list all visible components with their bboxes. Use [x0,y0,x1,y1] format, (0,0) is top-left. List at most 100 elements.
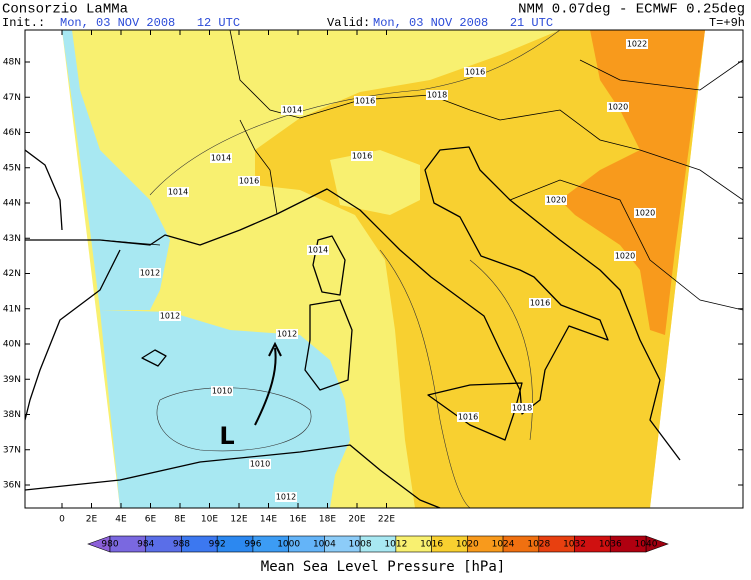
border [229,30,743,201]
isobar-label: 1012 [276,493,296,502]
field-1012-1016 [330,150,420,215]
lat-label: 36N [3,481,21,491]
isobar-label: 1010 [250,460,270,469]
coastline [25,249,121,421]
low-track-arrow [254,347,277,426]
isobar-label: 1014 [168,188,188,197]
isobar-label-bg [210,153,232,163]
lat-label: 48N [3,58,21,68]
isobar-label: 1016 [465,68,485,77]
colorbar-label: 1008 [349,540,372,550]
isobar-label-bg [634,208,656,218]
border [509,179,743,311]
isobar-label-bg [426,90,448,100]
isobar-label: 1020 [615,252,635,261]
isobar-label: 1020 [608,103,628,112]
colorbar-label: 1040 [635,540,658,550]
lon-label: 10E [201,515,218,525]
isobar-label: 1010 [212,387,232,396]
isobar-label-bg [607,102,629,112]
colorbar-label: 980 [101,540,118,550]
lon-label: 18E [319,515,336,525]
isobar-label: 1016 [239,177,259,186]
isobar-label: 1022 [627,40,647,49]
isobar-label-bg [249,459,271,469]
isobar-label: 1012 [160,312,180,321]
isobar-label: 1012 [277,330,297,339]
isobar-label: 1016 [458,413,478,422]
colorbar-label: 1012 [384,540,407,550]
corsica [312,235,346,296]
isobar-label: 1018 [512,404,532,413]
isobar-label-bg [354,96,376,106]
lon-label: 22E [378,515,395,525]
mallorca [141,349,167,367]
isobar-label-bg [457,412,479,422]
isobar-label: 1018 [427,91,447,100]
isobar-label-bg [545,195,567,205]
lat-label: 44N [3,199,21,209]
lat-label: 41N [3,304,21,314]
lat-label: 38N [3,410,21,420]
isobar-label-bg [238,176,260,186]
isobar-label: 1020 [635,209,655,218]
valid-value: Mon, 03 NOV 2008 21 UTC [373,16,553,30]
model-title: NMM 0.07deg - ECMWF 0.25deg [518,2,745,18]
isobar-label-bg [307,245,329,255]
isobar-label-bg [276,329,298,339]
lon-label: 12E [230,515,247,525]
colorbar-label: 996 [244,540,261,550]
isobar-label-bg [626,39,648,49]
isobar-label: 1014 [308,246,328,255]
sardinia [304,299,353,391]
lat-label: 43N [3,234,21,244]
isobar [379,249,471,508]
lat-label: 39N [3,375,21,385]
isobar-label: 1020 [546,196,566,205]
lon-label: 6E [145,515,157,525]
lon-label: 2E [86,515,98,525]
border [99,239,161,246]
colorbar-label: 1000 [277,540,300,550]
lon-label: 20E [348,515,365,525]
colorbar-box [609,535,647,553]
step-label: T=+9h [709,16,745,30]
lon-label: 14E [260,515,277,525]
isobar-label-bg [351,151,373,161]
isobar-label-bg [511,403,533,413]
valid-label: Valid: [327,16,370,30]
isobar-label-bg [529,298,551,308]
coastline [25,149,63,231]
coastline [25,444,441,508]
lon-label: 8E [174,515,186,525]
lat-label: 45N [3,163,21,173]
isobar-label-bg [281,105,303,115]
colorbar-label: 1032 [563,540,586,550]
isobar-label: 1012 [140,269,160,278]
isobar-label-bg [159,311,181,321]
map-frame [24,29,744,509]
lat-label: 42N [3,269,21,279]
source-title: Consorzio LaMMa [2,2,128,18]
isobar-label: 1016 [355,97,375,106]
border [579,59,743,91]
isobar-label-bg [211,386,233,396]
colorbar-label: 1028 [527,540,550,550]
init-label: Init.: [2,16,45,30]
lat-label: 40N [3,340,21,350]
isobar-label: 1014 [211,154,231,163]
colorbar-label: 1020 [456,540,479,550]
init-value: Mon, 03 NOV 2008 12 UTC [60,16,240,30]
colorbar-title: Mean Sea Level Pressure [hPa] [261,559,505,575]
isobar-label: 1014 [282,106,302,115]
border [239,119,278,215]
lon-label: 0 [59,515,65,525]
lat-label: 46N [3,128,21,138]
colorbar-label: 1016 [420,540,443,550]
isobar-label-bg [139,268,161,278]
arrow-head [268,341,282,357]
lon-label: 4E [115,515,127,525]
isobar [149,30,561,196]
lat-label: 47N [3,93,21,103]
